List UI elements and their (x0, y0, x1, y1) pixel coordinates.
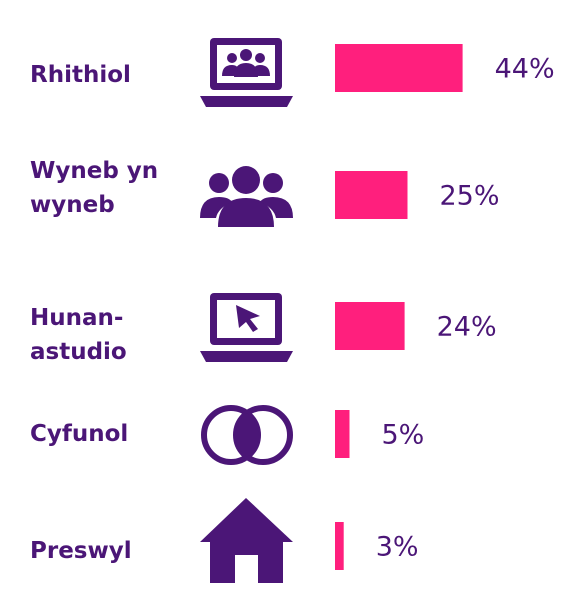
category-label: Wyneb yn wyneb (30, 158, 159, 218)
icon-self-study (200, 293, 293, 362)
icon-virtual (200, 38, 293, 107)
value-label: 24% (437, 312, 497, 343)
category-label: Cyfunol (30, 421, 129, 447)
category-label: Preswyl (30, 538, 132, 564)
value-label: 3% (376, 532, 419, 563)
icon-blended (201, 405, 293, 465)
icon-residential (200, 498, 293, 583)
value-label: 5% (382, 420, 425, 451)
category-label: Rhithiol (30, 62, 131, 88)
value-label: 44% (495, 54, 555, 85)
bar (335, 302, 405, 350)
bar (335, 171, 408, 219)
bar (335, 410, 350, 458)
bar (335, 44, 463, 92)
icon-in-person (200, 166, 293, 227)
category-label: Hunan-astudio (30, 305, 127, 365)
bar (335, 522, 344, 570)
value-label: 25% (440, 181, 500, 212)
